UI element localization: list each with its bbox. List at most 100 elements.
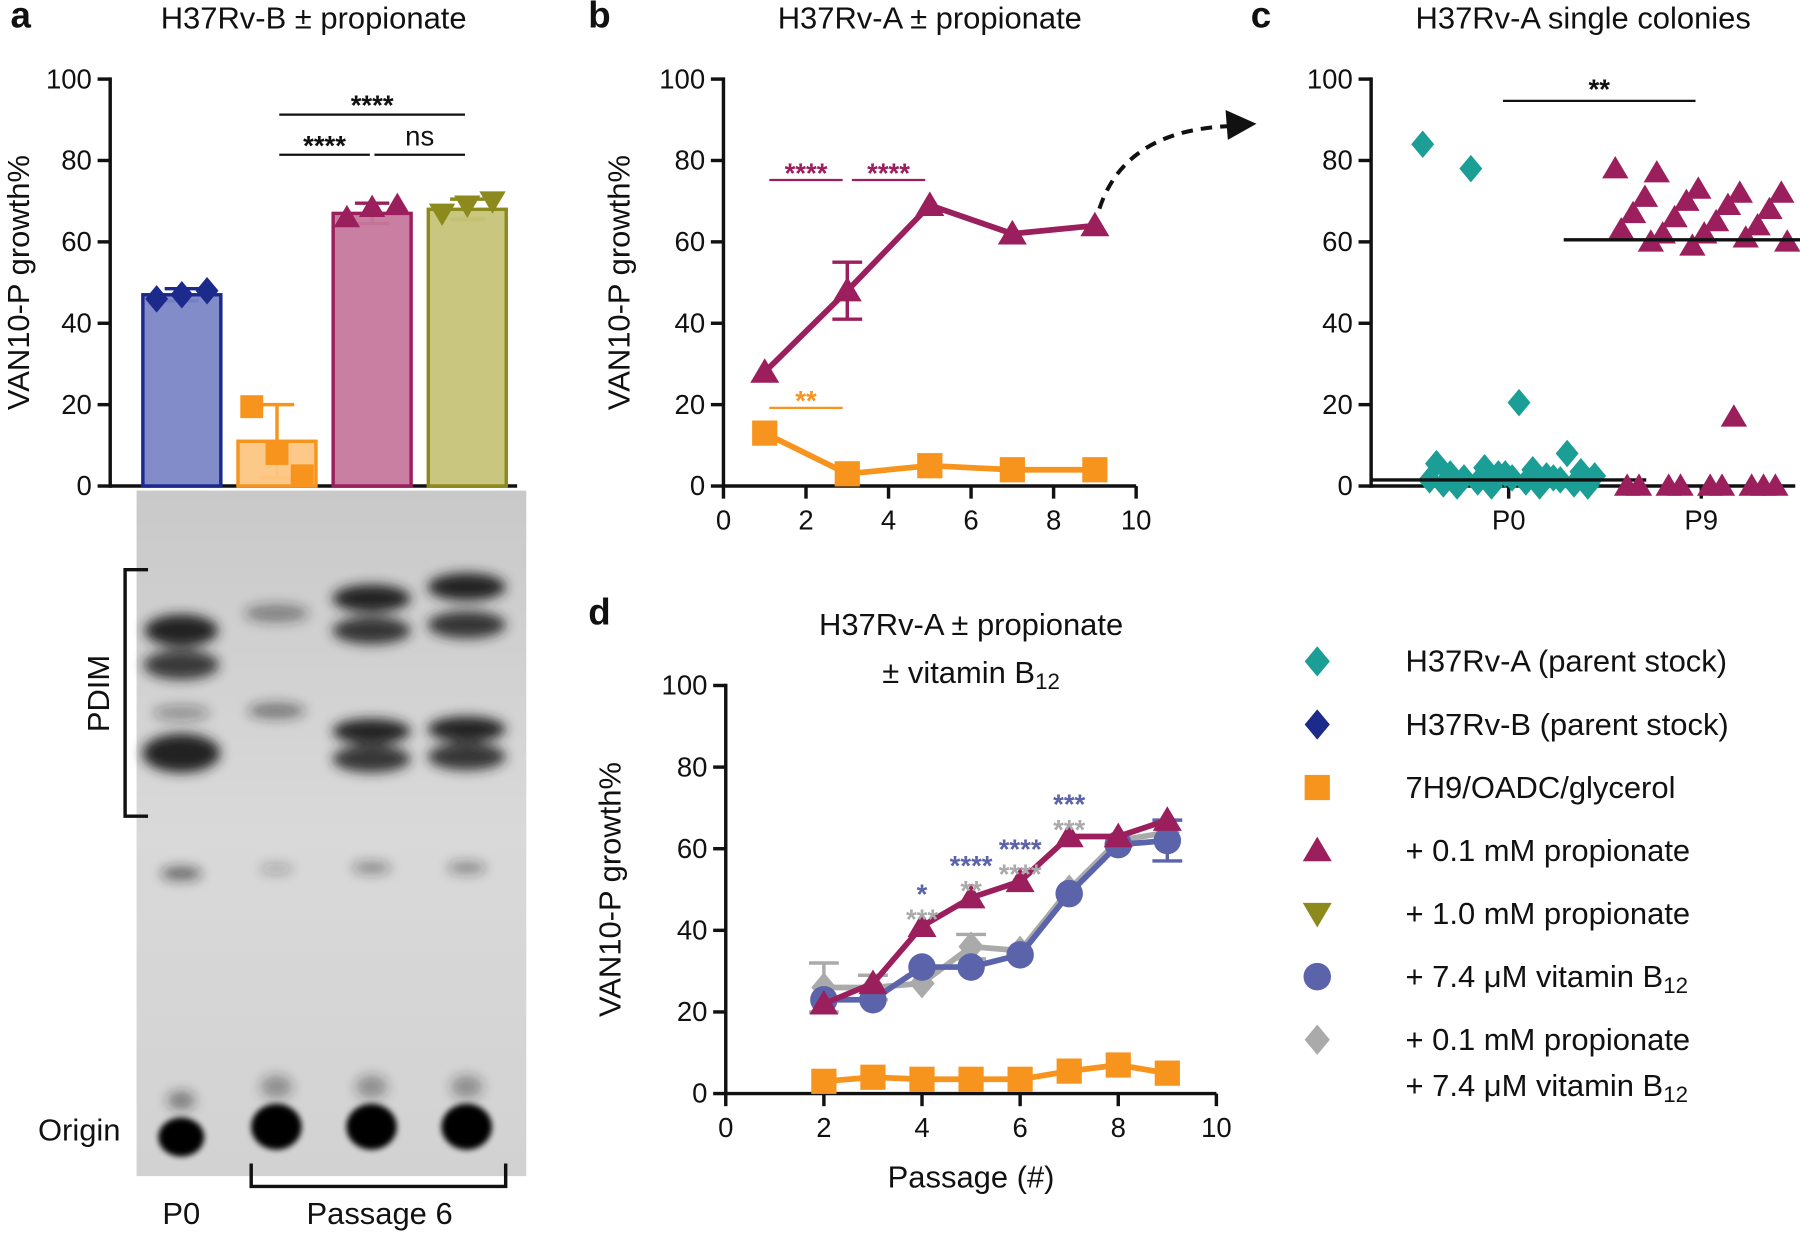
panel-title-part: 12 — [1035, 669, 1060, 694]
data-point — [170, 281, 194, 309]
data-point — [1608, 217, 1635, 240]
y-tick-label: 100 — [659, 63, 705, 94]
data-point — [1080, 211, 1110, 237]
data-point — [1006, 941, 1034, 969]
legend-label-part: + 0.1 mM propionate — [1406, 1022, 1691, 1057]
significance-stars: **** — [999, 833, 1042, 864]
y-tick-label: 60 — [675, 226, 706, 257]
y-tick-label: 0 — [1337, 470, 1352, 501]
y-tick-label: 60 — [1322, 226, 1353, 257]
data-point — [479, 191, 506, 214]
legend-label: + 1.0 mM propionate — [1406, 896, 1691, 931]
y-tick-label: 80 — [677, 751, 708, 782]
panel-title-part: ± vitamin B — [882, 655, 1035, 690]
legend-label-part: H37Rv-B (parent stock) — [1406, 707, 1729, 742]
gel-bracket — [123, 567, 149, 818]
legend-label-part: + 7.4 μM vitamin B — [1406, 959, 1664, 994]
data-point — [1649, 221, 1676, 244]
data-point — [858, 969, 888, 995]
significance-stars: ** — [960, 875, 982, 906]
data-point — [1732, 225, 1759, 248]
series-line — [762, 202, 1096, 375]
y-tick-label: 20 — [1322, 389, 1353, 420]
bar — [331, 211, 413, 488]
y-tick-label: 100 — [46, 63, 92, 94]
data-point — [1459, 154, 1483, 183]
bar — [426, 207, 508, 488]
gel-group-label: Passage 6 — [306, 1196, 452, 1231]
gel-image — [136, 490, 527, 1177]
bar — [141, 293, 223, 488]
data-point — [956, 883, 986, 909]
data-point — [1679, 233, 1706, 256]
panel-letter: a — [10, 0, 31, 36]
comparison-label: **** — [867, 157, 910, 188]
data-point — [1562, 470, 1586, 498]
data-point — [1673, 188, 1700, 211]
data-point — [1702, 208, 1730, 232]
panel-title: H37Rv-A ± propionate — [819, 607, 1123, 642]
x-tick-label: 10 — [1201, 1112, 1232, 1143]
data-point — [1054, 822, 1084, 848]
y-tick-label: 60 — [61, 226, 92, 257]
panel-title: H37Rv-A single colonies — [1416, 1, 1751, 36]
x-tick-label: 0 — [716, 505, 731, 536]
data-point — [1152, 806, 1182, 831]
data-point — [834, 461, 860, 487]
data-point — [145, 285, 169, 313]
x-axis-label: Passage (#) — [888, 1160, 1055, 1195]
data-point — [358, 194, 386, 218]
legend-label-part: + 1.0 mM propionate — [1406, 896, 1691, 931]
data-point — [1055, 879, 1083, 908]
significance-stars: * — [917, 878, 928, 909]
data-point — [809, 989, 839, 1015]
gel-group-bracket — [249, 1163, 508, 1189]
data-point — [290, 464, 314, 488]
x-tick-label: 2 — [798, 505, 813, 536]
data-point — [909, 1066, 935, 1092]
legend-label: 7H9/OADC/glycerol — [1406, 770, 1676, 805]
gel-bracket-label: PDIM — [81, 655, 116, 732]
data-point — [1103, 822, 1133, 848]
legend-label-part: 7H9/OADC/glycerol — [1406, 770, 1676, 805]
data-point — [750, 358, 780, 383]
x-tick-label: 0 — [718, 1112, 733, 1143]
y-tick-label: 20 — [675, 389, 706, 420]
data-point — [333, 204, 361, 228]
comparison-label: **** — [303, 130, 346, 161]
data-point — [1720, 404, 1748, 427]
gel-lane-label: P0 — [162, 1196, 200, 1231]
data-point — [909, 968, 935, 999]
significance-stars: *** — [1053, 814, 1085, 845]
y-tick-label: 40 — [61, 307, 92, 338]
data-point — [1613, 473, 1641, 496]
arrow — [1097, 124, 1231, 210]
x-tick-label: 10 — [1121, 505, 1152, 536]
data-point — [1431, 470, 1455, 498]
x-tick-label: 8 — [1111, 1112, 1126, 1143]
data-point — [958, 1066, 984, 1092]
significance-stars: **** — [950, 850, 993, 881]
y-tick-label: 0 — [77, 470, 92, 501]
legend-label: + 0.1 mM propionate — [1406, 1022, 1691, 1057]
significance-stars: *** — [1053, 789, 1085, 820]
x-tick-label: 4 — [881, 505, 896, 536]
data-point — [454, 195, 481, 218]
comparison-label: ns — [405, 121, 434, 152]
y-axis-label: VAN10-P growth% — [592, 762, 627, 1017]
data-point — [1631, 184, 1659, 207]
data-point — [1714, 192, 1742, 215]
legend-label-part: + 7.4 μM vitamin B — [1406, 1068, 1664, 1103]
legend-marker — [1302, 836, 1332, 862]
legend-marker — [1304, 1024, 1330, 1055]
legend-marker — [1304, 646, 1330, 677]
significance-stars: **** — [999, 859, 1042, 890]
data-point — [1661, 204, 1688, 228]
y-tick-label: 100 — [662, 670, 708, 701]
panel-letter: d — [588, 592, 610, 633]
legend-label-part: 12 — [1663, 1081, 1688, 1106]
legend-marker — [1302, 902, 1332, 928]
arrow-head — [1225, 110, 1257, 140]
legend-label: + 0.1 mM propionate — [1406, 833, 1691, 868]
